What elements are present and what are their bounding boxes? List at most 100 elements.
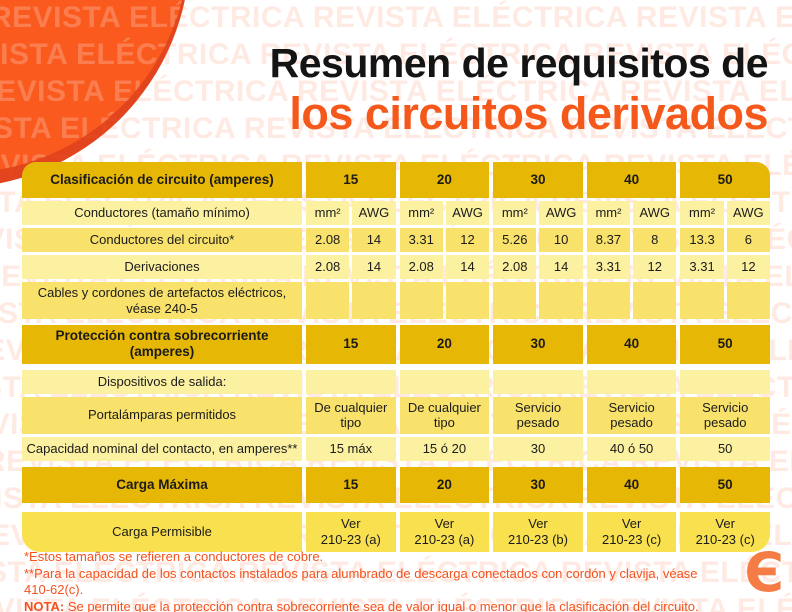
row-label: Derivaciones [22,255,302,279]
footnote-note-text: Se permite que la protección contra sobr… [64,598,699,612]
cell: 14 [445,255,490,279]
cell: 2.08 [493,255,537,279]
cell [445,282,490,320]
cell: 15 ó 20 [399,436,490,461]
table-row-dispositivos-salida: Dispositivos de salida: [22,369,770,394]
cell: Servicio pesado [680,396,770,434]
cell [539,282,583,320]
cell: 12 [445,228,490,252]
corner-watermark: REVISTA ELÉCTRICA REVISTA ELÉCTRICA REVI… [0,0,189,174]
cell: 3.31 [399,228,443,252]
watermark-text: REVISTA ELÉCTRICA REVISTA ELÉCTRICA REVI… [0,38,189,71]
cell: 2.08 [399,255,443,279]
cell: 30 [493,162,583,198]
table-row-carga-permisible: Carga Permisible Ver 210-23 (a) Ver 210-23… [22,511,770,552]
requirements-table: Clasificación de circuito (amperes) 15 20 3… [22,162,770,552]
cell-group: 5.26 10 [493,228,583,252]
row-label: Dispositivos de salida: [22,369,302,394]
table-row-carga-maxima: Carga Máxima 15 20 30 40 50 [22,466,770,503]
cell [399,282,443,320]
cell: 20 [399,325,490,364]
cell: 30 [493,325,583,364]
cell: 40 [586,162,677,198]
footnote-3: NOTA: Se permite que la protección contr… [24,599,724,612]
cell: Ver 210-23 (a) [399,511,490,552]
cell: 15 [306,162,396,198]
watermark-text: REVISTA ELÉCTRICA REVISTA ELÉCTRICA REVI… [0,75,189,108]
cell-group: 2.08 14 [306,228,396,252]
cell-group [399,282,490,320]
cell: mm² [680,201,724,225]
cell-group: mm² AWG [586,201,677,225]
cell: 3.31 [680,255,724,279]
row-label: Conductores (tamaño mínimo) [22,201,302,225]
cell-group [680,282,770,320]
cell: AWG [352,201,396,225]
corner-shape: REVISTA ELÉCTRICA REVISTA ELÉCTRICA REVI… [0,0,189,173]
footnote-2: **Para la capacidad de los contactos ins… [24,565,698,598]
table-row-conductores-minimo: Conductores (tamaño mínimo) mm² AWG mm² AWG m… [22,201,770,225]
cell [680,282,724,320]
cell: 12 [633,255,677,279]
cell [306,282,350,320]
cell [352,282,396,320]
cell-group: mm² AWG [680,201,770,225]
cell: 14 [539,255,583,279]
cell [680,369,770,394]
cell [726,282,770,320]
cell: 15 [306,325,396,364]
cell-group: mm² AWG [493,201,583,225]
row-label: Portalámparas permitidos [22,396,302,434]
page-title: Resumen de requisitos de los circuitos d… [269,40,769,140]
cell [586,282,631,320]
cell: 15 [306,466,396,503]
cell: 40 [586,325,677,364]
cell-group [586,282,677,320]
cell-group: 13.3 6 [680,228,770,252]
cell: Servicio pesado [586,396,677,434]
cell: 12 [726,255,770,279]
cell: 20 [399,466,490,503]
cell-group: 3.31 12 [586,255,677,279]
page-title-line2: los circuitos derivados [289,88,768,140]
page-title-line1: Resumen de requisitos de [269,40,769,86]
row-label: Carga Máxima [22,466,302,503]
cell: mm² [399,201,443,225]
watermark-text: REVISTA ELÉCTRICA REVISTA ELÉCTRICA REVI… [0,1,189,34]
cell: 3.31 [586,255,631,279]
cell: 6 [726,228,770,252]
cell: 14 [352,255,396,279]
cell [493,282,537,320]
table-row-clasificacion: Clasificación de circuito (amperes) 15 20 3… [22,162,770,198]
cell: 40 [586,466,677,503]
cell-group [493,282,583,320]
brand-logo: Є [744,541,784,604]
cell: 40 ó 50 [586,436,677,461]
cell-group [306,282,396,320]
cell: mm² [586,201,631,225]
cell-group: 2.08 14 [399,255,490,279]
footnote-note-label: NOTA: [24,598,65,612]
cell: 30 [493,436,583,461]
row-label: Cables y cordones de artefactos eléctric… [22,282,302,320]
cell: AWG [726,201,770,225]
cell: 50 [680,162,770,198]
cell: 15 máx [306,436,396,461]
row-label: Carga Permisible [22,511,302,552]
cell: 50 [680,436,770,461]
row-label: Capacidad nominal del contacto, en amper… [22,436,302,461]
cell-group: 2.08 14 [306,255,396,279]
cell [493,369,583,394]
cell: De cualquier tipo [306,396,396,434]
cell: 8 [633,228,677,252]
table-row-conductores-circuito: Conductores del circuito* 2.08 14 3.31 12 5.2… [22,228,770,252]
table-row-proteccion-sobrecorriente: Protección contra sobrecorriente (ampere… [22,325,770,364]
cell: De cualquier tipo [399,396,490,434]
cell: Ver 210-23 (b) [493,511,583,552]
row-label: Conductores del circuito* [22,228,302,252]
cell: AWG [539,201,583,225]
cell: Ver 210-23 (c) [680,511,770,552]
footnotes: *Estos tamaños se refieren a conductores… [24,549,724,612]
cell: Servicio pesado [493,396,583,434]
